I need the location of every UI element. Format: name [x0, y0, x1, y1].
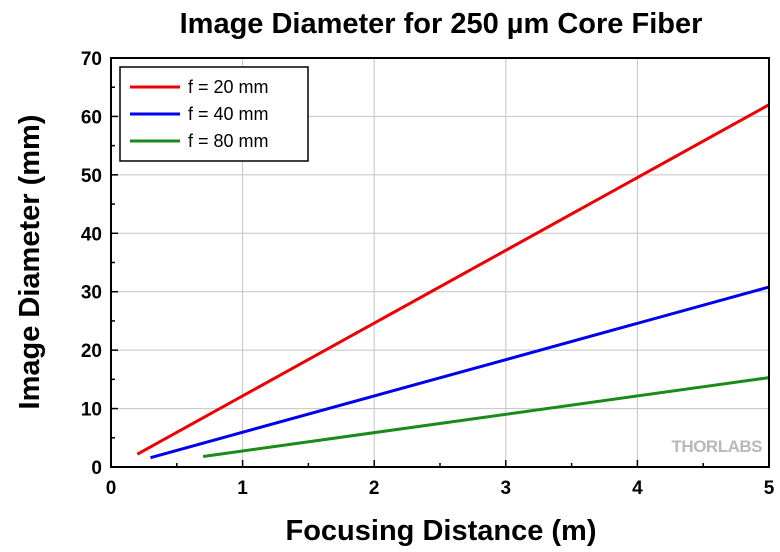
y-axis-label: Image Diameter (mm) [14, 115, 46, 410]
legend-label: f = 80 mm [188, 131, 269, 151]
y-tick-label: 70 [81, 49, 102, 70]
y-tick-label: 30 [81, 283, 102, 304]
x-tick-label: 4 [632, 478, 643, 499]
x-axis-label: Focusing Distance (m) [286, 515, 597, 547]
legend-label: f = 40 mm [188, 104, 269, 124]
y-tick-label: 10 [81, 400, 102, 421]
x-tick-label: 2 [369, 478, 380, 499]
legend-label: f = 20 mm [188, 77, 269, 97]
y-tick-label: 40 [81, 224, 102, 245]
legend: f = 20 mm f = 40 mm f = 80 mm [119, 66, 309, 162]
series-line-1 [136, 103, 770, 456]
series-line-3 [202, 376, 770, 458]
chart-title: Image Diameter for 250 µm Core Fiber [180, 8, 703, 40]
y-tick-label: 0 [91, 458, 102, 479]
x-tick-label: 0 [106, 478, 117, 499]
y-tick-label: 60 [81, 107, 102, 128]
x-tick-label: 3 [501, 478, 512, 499]
thorlabs-watermark: THORLABS [672, 437, 763, 456]
y-tick-label: 50 [81, 166, 102, 187]
series-group [136, 103, 770, 460]
x-tick-label: 1 [237, 478, 248, 499]
y-tick-label: 20 [81, 341, 102, 362]
series-line-2 [150, 285, 770, 460]
x-tick-label: 5 [764, 478, 775, 499]
